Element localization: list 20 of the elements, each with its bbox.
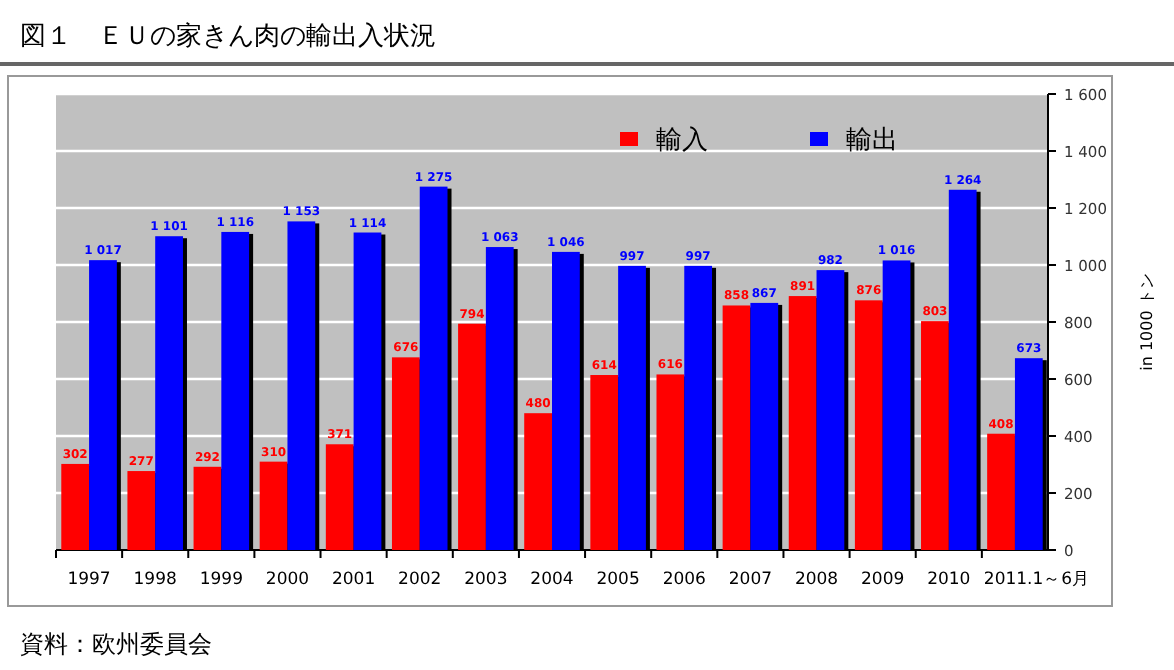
x-tick-label: 1997 <box>67 570 111 590</box>
legend-label: 輸出 <box>846 126 898 156</box>
x-tick-label: 2011.1～6月 <box>983 570 1091 590</box>
x-tick-label: 2007 <box>728 570 773 590</box>
x-tick-label: 1998 <box>133 570 177 590</box>
text: 資料：欧州委員会 <box>20 630 212 658</box>
y-axis-title: in 1000 トン <box>1138 273 1156 371</box>
x-tick-label: 2004 <box>530 570 574 590</box>
x-tick-label: 2001 <box>331 570 376 590</box>
x-tick-label: 2005 <box>596 570 640 590</box>
x-tick-label: 2003 <box>464 570 508 590</box>
x-tick-label: 2006 <box>662 570 706 590</box>
x-tick-label: 2000 <box>265 570 310 590</box>
chart-title: 図１ ＥＵの家きん肉の輸出入状況 <box>20 20 436 52</box>
x-tick-label: 2010 <box>927 570 971 590</box>
x-tick-label: 2009 <box>861 570 905 590</box>
x-tick-label: 1999 <box>199 570 243 590</box>
legend-label: 輸入 <box>656 126 708 156</box>
x-tick-label: 2008 <box>794 570 839 590</box>
x-tick-label: 2002 <box>398 570 442 590</box>
